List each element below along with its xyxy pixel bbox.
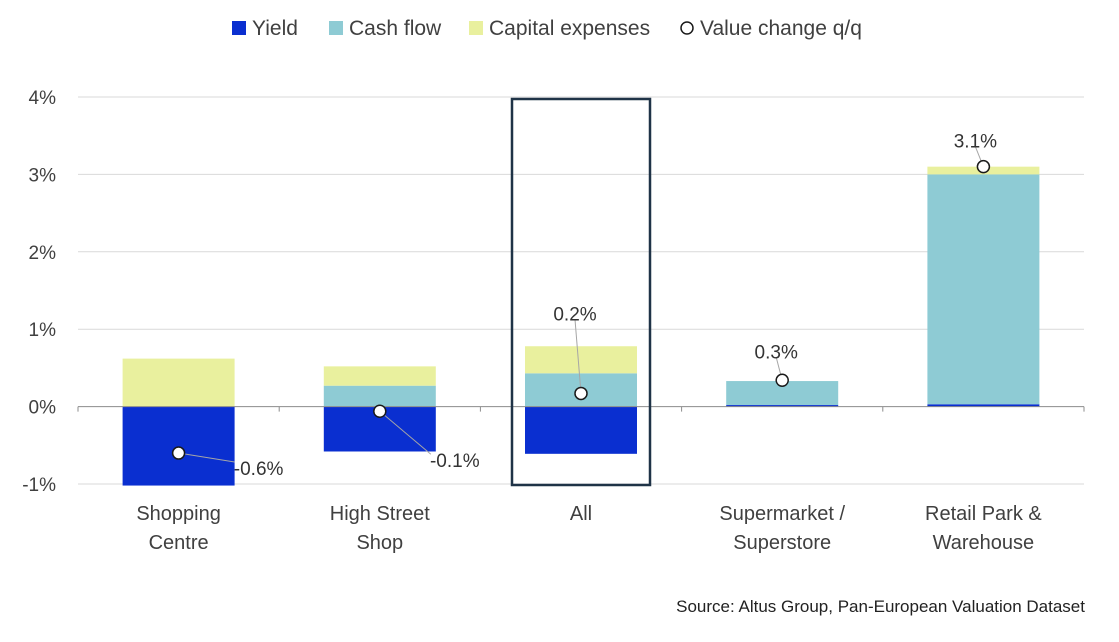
value-change-marker-all [574, 386, 588, 401]
leader-line [574, 319, 582, 394]
y-axis-tick-labels: -1% 0% 1% 2% 3% 4% [22, 88, 56, 496]
x-category-label: Shop [356, 532, 403, 554]
value-change-markers [171, 159, 991, 460]
value-change-label: 0.3% [755, 342, 798, 363]
source-note: Source: Altus Group, Pan-European Valuat… [676, 597, 1085, 616]
x-category-label: Supermarket / [719, 503, 845, 525]
legend-label-capital-expenses: Capital expenses [489, 17, 650, 40]
bar-capital-expenses-high-street-shop [323, 366, 436, 386]
value-change-marker-shopping-centre [171, 446, 186, 460]
x-category-label: High Street [330, 503, 430, 525]
value-change-label: 0.2% [553, 304, 596, 325]
y-tick-label: -1% [22, 475, 56, 496]
leader-line [178, 452, 235, 463]
legend-label-value-change-q-q: Value change q/q [700, 17, 862, 40]
legend-label-yield: Yield [252, 17, 298, 40]
x-category-label: All [570, 503, 592, 525]
bar-yield-retail-park-warehouse [927, 404, 1040, 407]
value-change-marker-retail-park-warehouse [976, 159, 991, 174]
value-change-marker-supermarket-superstore [775, 373, 789, 388]
value-change-label: 3.1% [954, 132, 997, 153]
x-category-label: Centre [149, 532, 209, 554]
bar-cash-flow-supermarket-superstore [726, 381, 839, 406]
legend-label-cash-flow: Cash flow [349, 17, 442, 40]
value-change-label: -0.1% [430, 451, 480, 472]
bar-cash-flow-retail-park-warehouse [927, 174, 1040, 405]
bar-yield-shopping-centre [122, 406, 235, 486]
legend-swatch-yield [232, 21, 246, 35]
y-tick-label: 4% [29, 88, 57, 109]
x-category-label: Retail Park & [925, 503, 1042, 525]
legend-marker-value-change-q-q [680, 21, 694, 35]
y-tick-label: 3% [29, 165, 57, 186]
bars [77, 166, 1085, 486]
legend-swatch-cash-flow [329, 21, 343, 35]
bar-capital-expenses-shopping-centre [122, 358, 235, 407]
legend: Yield Cash flow Capital expenses Value chan… [232, 17, 862, 40]
x-axis-category-labels: Shopping Centre High Street Shop All Supermar… [136, 503, 1042, 554]
bar-yield-all [525, 406, 637, 454]
x-category-label: Shopping [136, 503, 221, 525]
bar-cash-flow-high-street-shop [323, 385, 436, 407]
value-change-labels: -0.6% -0.1% 0.2% 0.3% 3.1% [234, 132, 997, 480]
leader-line [379, 410, 432, 455]
highlight-box-all [510, 97, 652, 487]
bar-yield-supermarket-superstore [726, 405, 839, 407]
x-category-label: Warehouse [933, 532, 1035, 554]
y-tick-label: 2% [29, 243, 57, 264]
value-change-marker-high-street-shop [373, 404, 387, 418]
gridlines [78, 96, 1084, 485]
x-category-label: Superstore [733, 532, 831, 554]
legend-swatch-capital-expenses [469, 21, 483, 35]
y-tick-label: 1% [29, 320, 57, 341]
value-change-label: -0.6% [234, 459, 284, 480]
bar-capital-expenses-all [525, 346, 637, 374]
y-tick-label: 0% [29, 398, 57, 419]
